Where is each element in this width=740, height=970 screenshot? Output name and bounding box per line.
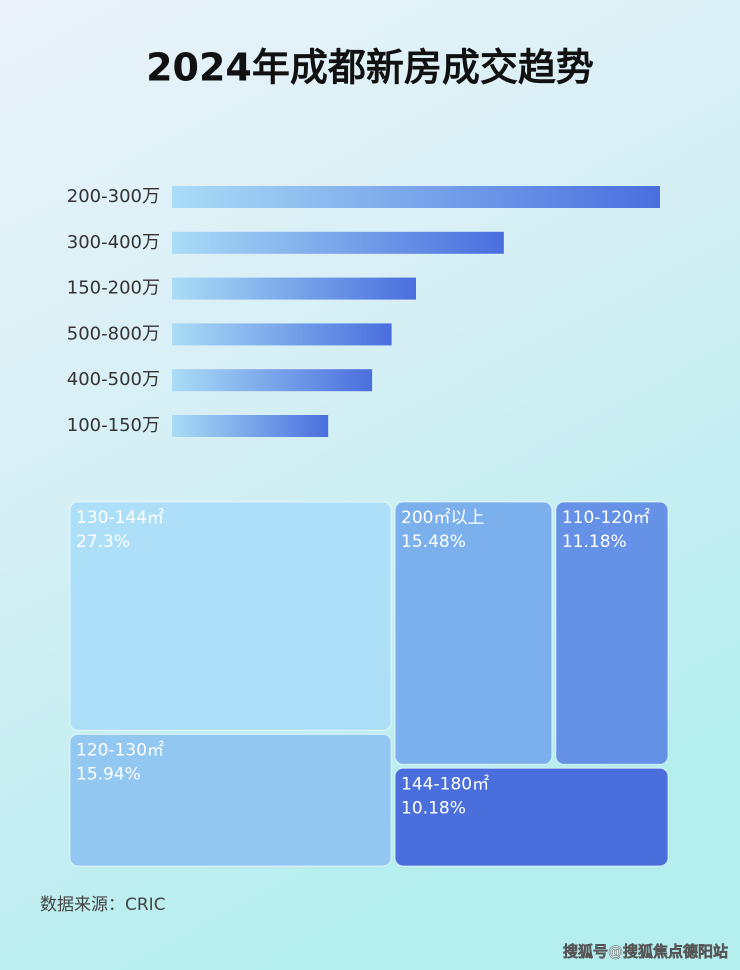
bar-label: 200-300万: [67, 186, 160, 207]
cell-value: 15.48%: [401, 532, 466, 552]
bar: [172, 323, 392, 346]
bar-label: 400-500万: [67, 369, 160, 390]
cell-value: 10.18%: [401, 798, 466, 818]
bar: [172, 231, 504, 254]
bar: [172, 369, 373, 392]
treemap-cell: [394, 501, 553, 765]
treemap-cell: [69, 733, 392, 867]
cell-name: 110-120㎡: [562, 508, 650, 528]
cell-value: 15.94%: [76, 764, 141, 784]
treemap-cell: [555, 501, 669, 765]
cell-name: 144-180㎡: [401, 774, 489, 794]
bar: [172, 186, 660, 208]
bar: [172, 415, 329, 437]
cell-name: 130-144㎡: [76, 508, 164, 528]
bar-label: 300-400万: [67, 232, 160, 253]
chart-title: 2024年成都新房成交趋势: [146, 46, 594, 90]
bar-label: 500-800万: [67, 323, 160, 344]
watermark: 搜狐号@搜狐焦点德阳站: [563, 943, 728, 961]
cell-value: 11.18%: [562, 532, 627, 552]
cell-name: 200㎡以上: [401, 508, 484, 528]
treemap-cell: [394, 767, 669, 867]
bar: [172, 277, 416, 300]
source: 数据来源：CRIC: [40, 895, 166, 915]
bar-label: 150-200万: [67, 278, 160, 299]
treemap-cell: [69, 501, 392, 731]
cell-value: 27.3%: [76, 532, 130, 552]
bar-label: 100-150万: [67, 415, 160, 436]
cell-name: 120-130㎡: [76, 740, 164, 760]
